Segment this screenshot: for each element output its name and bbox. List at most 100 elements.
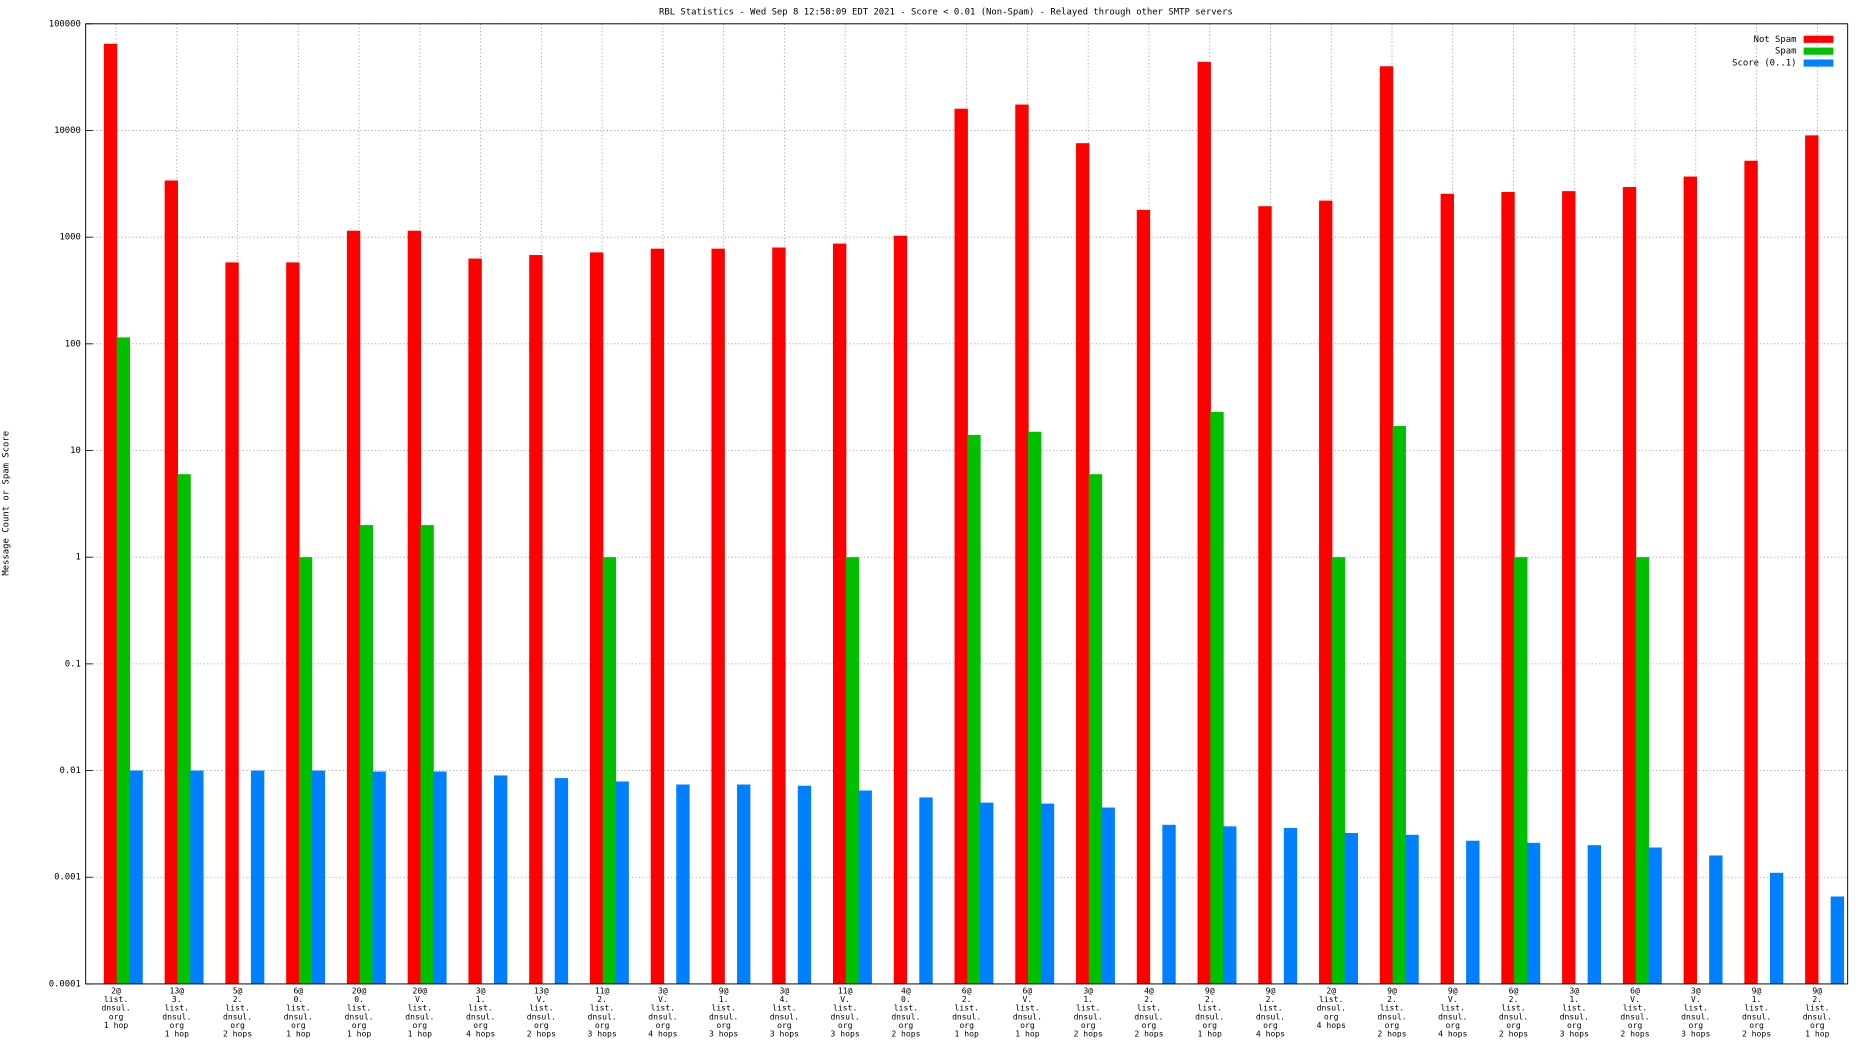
bar	[615, 781, 629, 984]
x-tick-label: 2@	[1326, 986, 1336, 996]
y-tick-label: 100	[65, 339, 81, 349]
x-tick-label: org	[1628, 1020, 1643, 1030]
x-tick-label: org	[1688, 1020, 1703, 1030]
y-axis-label: Message Count or Spam Score	[1, 431, 11, 576]
bar	[433, 771, 447, 984]
bar	[1526, 842, 1541, 984]
bar	[1622, 187, 1637, 984]
x-tick-label: 3 hops	[709, 1028, 738, 1038]
x-tick-label: org	[1142, 1020, 1157, 1030]
x-tick-label: list.	[711, 1003, 735, 1013]
x-tick-label: dnsul.	[1256, 1011, 1285, 1021]
bar	[346, 230, 361, 984]
x-tick-label: dnsul.	[1742, 1011, 1771, 1021]
x-tick-label: 13@	[170, 986, 185, 996]
x-tick-label: 2.	[1144, 994, 1154, 1004]
x-tick-label: dnsul.	[344, 1011, 373, 1021]
x-tick-label: org	[1810, 1020, 1825, 1030]
x-tick-label: V.	[1691, 994, 1701, 1004]
x-tick-label: dnsul.	[162, 1011, 191, 1021]
x-tick-label: dnsul.	[101, 1003, 130, 1013]
bar	[650, 248, 665, 984]
x-tick-label: list.	[1805, 1003, 1829, 1013]
x-tick-label: dnsul.	[1681, 1011, 1710, 1021]
x-tick-label: org	[1324, 1011, 1339, 1021]
y-tick-label: 100000	[49, 19, 81, 29]
x-tick-label: 9@	[1266, 986, 1276, 996]
x-tick-label: 1 hop	[408, 1028, 432, 1038]
x-tick-label: org	[777, 1020, 792, 1030]
x-tick-label: 3 hops	[1560, 1028, 1589, 1038]
x-tick-label: 9@	[719, 986, 729, 996]
x-tick-label: org	[230, 1020, 245, 1030]
bar	[602, 557, 617, 984]
bar	[1076, 143, 1090, 984]
bar	[407, 230, 422, 984]
x-tick-label: 9@	[1205, 986, 1215, 996]
bar	[737, 784, 751, 984]
x-tick-label: list.	[955, 1003, 979, 1013]
bar	[893, 235, 908, 984]
x-tick-label: list.	[1380, 1003, 1404, 1013]
bar	[772, 247, 786, 984]
x-tick-label: 1 hop	[165, 1028, 189, 1038]
x-tick-label: 2.	[1509, 994, 1519, 1004]
x-tick-label: dnsul.	[466, 1011, 495, 1021]
x-tick-label: 1.	[1752, 994, 1762, 1004]
x-tick-label: list.	[651, 1003, 675, 1013]
x-tick-label: list.	[1076, 1003, 1100, 1013]
x-tick-label: list.	[347, 1003, 371, 1013]
bar	[589, 252, 604, 984]
x-tick-label: dnsul.	[1499, 1011, 1528, 1021]
x-tick-label: list.	[1137, 1003, 1161, 1013]
x-tick-label: org	[1081, 1020, 1096, 1030]
x-tick-label: list.	[1501, 1003, 1525, 1013]
x-tick-label: 4 hops	[466, 1028, 495, 1038]
x-tick-label: 2 hops	[1134, 1028, 1163, 1038]
bar	[250, 770, 265, 984]
x-tick-label: V.	[1023, 994, 1033, 1004]
bar	[845, 557, 860, 984]
x-tick-label: 20@	[413, 986, 428, 996]
x-tick-label: 2 hops	[527, 1028, 556, 1038]
x-tick-label: 13@	[534, 986, 549, 996]
x-tick-label: 20@	[352, 986, 367, 996]
bar	[116, 337, 131, 984]
x-tick-label: dnsul.	[1560, 1011, 1589, 1021]
bar	[129, 770, 143, 984]
bar	[1648, 847, 1662, 984]
legend-label: Spam	[1775, 47, 1796, 57]
bar	[1501, 192, 1515, 984]
x-tick-label: 2 hops	[223, 1028, 252, 1038]
bar	[967, 434, 981, 984]
x-tick-label: dnsul.	[1377, 1011, 1406, 1021]
bar	[1101, 807, 1115, 984]
x-tick-label: org	[656, 1020, 671, 1030]
y-tick-label: 0.0001	[49, 979, 81, 989]
y-tick-label: 1000	[59, 233, 80, 243]
x-tick-label: org	[291, 1020, 306, 1030]
x-tick-label: 2.	[1812, 994, 1822, 1004]
x-tick-label: V.	[1448, 994, 1458, 1004]
x-tick-label: list.	[833, 1003, 857, 1013]
legend-swatch	[1803, 35, 1834, 43]
x-tick-label: 1 hop	[1198, 1028, 1222, 1038]
x-tick-label: org	[716, 1020, 731, 1030]
x-tick-label: 1 hop	[286, 1028, 310, 1038]
x-tick-label: list.	[468, 1003, 492, 1013]
y-tick-label: 0.1	[65, 659, 81, 669]
x-tick-label: dnsul.	[1013, 1011, 1042, 1021]
x-tick-label: org	[1749, 1020, 1764, 1030]
bar	[1830, 896, 1845, 984]
bar	[1405, 834, 1419, 984]
x-tick-label: 3@	[658, 986, 668, 996]
x-tick-label: 4 hops	[648, 1028, 677, 1038]
x-tick-label: 1.	[1569, 994, 1579, 1004]
x-tick-label: dnsul.	[527, 1011, 556, 1021]
x-tick-label: 4 hops	[1256, 1028, 1285, 1038]
bar	[1587, 845, 1602, 984]
x-tick-label: dnsul.	[405, 1011, 434, 1021]
x-tick-label: V.	[658, 994, 668, 1004]
x-tick-label: 2 hops	[1377, 1028, 1406, 1038]
x-tick-label: 3@	[476, 986, 486, 996]
